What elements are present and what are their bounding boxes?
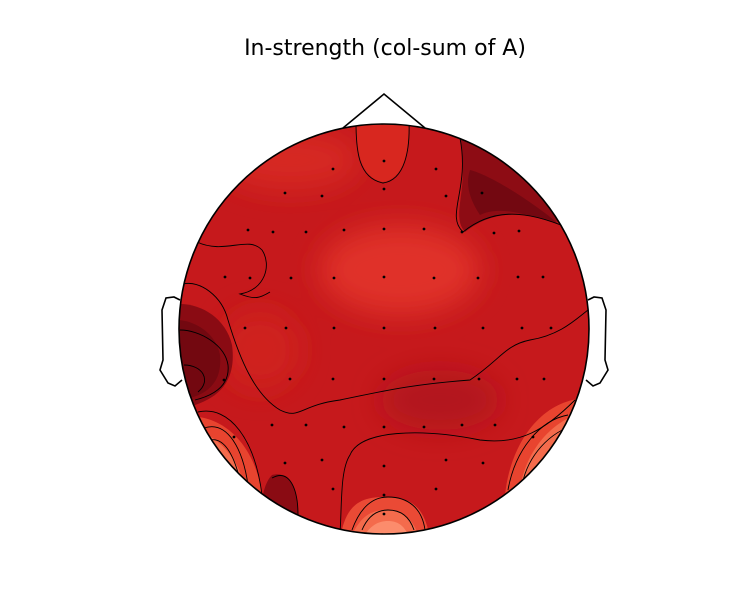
contour-occipital-center-outer [351, 496, 426, 531]
contour-occipital-center-mid [361, 509, 415, 531]
sensor-dot [382, 159, 386, 163]
sensor-dot [382, 493, 386, 497]
sensor-dot [342, 228, 346, 232]
sensor-dot [320, 194, 324, 198]
sensor-dot [223, 275, 227, 279]
contour-occipital-left [271, 475, 299, 516]
sensor-dot [331, 377, 335, 381]
sensor-dot [332, 326, 336, 330]
contour-frontal-center [355, 124, 410, 184]
contour-right-lower-outer [507, 414, 569, 491]
sensor-dot [382, 275, 386, 279]
sensor-dot [481, 461, 485, 465]
sensor-dot [515, 377, 519, 381]
sensor-dot [382, 326, 386, 330]
region-occipital-center-inner [362, 521, 410, 534]
sensor-dot [320, 458, 324, 462]
contour-left-mid [182, 282, 229, 321]
sensor-dot [342, 425, 346, 429]
sensor-dot [516, 275, 520, 279]
sensor-dot [222, 378, 226, 382]
chart-title: In-strength (col-sum of A) [244, 36, 526, 61]
sensor-dot [382, 227, 386, 231]
sensor-dot [433, 326, 437, 330]
sensor-dot [246, 228, 250, 232]
sensor-dot [460, 230, 464, 234]
sensor-dot [493, 423, 497, 427]
sensor-dot [432, 377, 436, 381]
contour-midline [227, 309, 589, 414]
sensor-dot [476, 276, 480, 280]
sensor-dot [460, 423, 464, 427]
sensor-dot [284, 326, 288, 330]
contour-temporal-left [179, 329, 229, 401]
sensor-dot [541, 275, 545, 279]
sensor-dot [331, 167, 335, 171]
contour-left-lower-outer [197, 410, 263, 496]
field-shadow-lower [380, 370, 500, 430]
sensor-dot [283, 191, 287, 195]
sensor-dot [520, 326, 524, 330]
field-highlight-left [220, 310, 300, 390]
sensor-dot [434, 167, 438, 171]
sensor-dot [481, 326, 485, 330]
region-frontal-right-core [468, 170, 560, 225]
left-ear-icon [159, 296, 183, 387]
sensor-dot [382, 512, 386, 516]
sensor-dot [248, 276, 252, 280]
sensor-markers [222, 159, 553, 516]
sensor-dot [243, 326, 247, 330]
sensor-dot [542, 377, 546, 381]
sensor-dot [434, 487, 438, 491]
sensor-dot [304, 423, 308, 427]
sensor-dot [289, 276, 293, 280]
region-frontal-center [356, 124, 410, 182]
sensor-dot [531, 435, 535, 439]
contour-upper-left [196, 241, 271, 299]
sensor-dot [517, 229, 521, 233]
sensor-dot [331, 487, 335, 491]
sensor-dot [382, 425, 386, 429]
contour-occipital-upper [339, 399, 576, 534]
head-circle [178, 123, 590, 535]
sensor-dot [271, 230, 275, 234]
sensor-dot [382, 377, 386, 381]
sensor-dot [422, 227, 426, 231]
sensor-dot [232, 435, 236, 439]
contour-left-lower-mid [203, 426, 249, 486]
right-ear-icon [585, 296, 609, 387]
sensor-dot [288, 377, 292, 381]
sensor-dot [549, 326, 553, 330]
sensor-dot [422, 425, 426, 429]
sensor-dot [480, 191, 484, 195]
sensor-dot [332, 276, 336, 280]
sensor-dot [492, 231, 496, 235]
sensor-dot [283, 461, 287, 465]
sensor-dot [477, 377, 481, 381]
sensor-dot [304, 230, 308, 234]
nose-icon [342, 92, 426, 129]
contour-temporal-left-core [183, 364, 205, 393]
head-outline [159, 92, 609, 535]
sensor-dot [444, 458, 448, 462]
sensor-dot [270, 423, 274, 427]
field-highlight-center [320, 225, 480, 315]
sensor-dot [432, 276, 436, 280]
sensor-dot [444, 194, 448, 198]
sensor-dot [382, 464, 386, 468]
scalp-field [179, 124, 589, 534]
sensor-dot [382, 187, 386, 191]
